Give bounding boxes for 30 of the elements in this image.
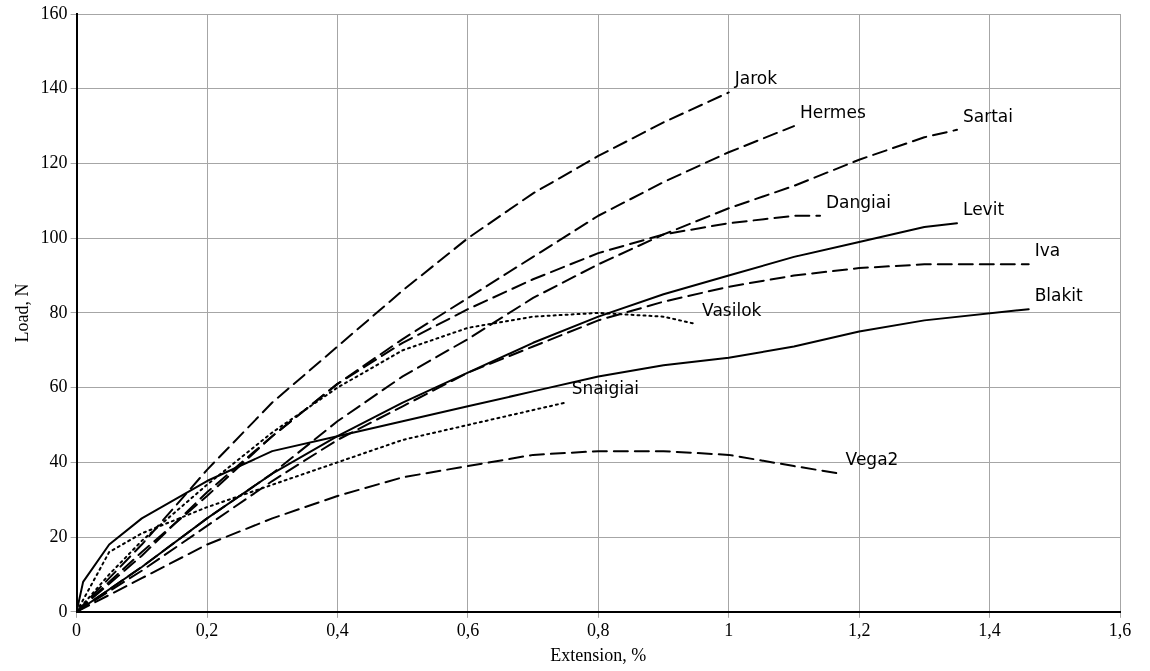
series-label: Snaigiai bbox=[571, 378, 640, 399]
series-label: Blakit bbox=[1034, 285, 1084, 306]
series-label: Hermes bbox=[799, 102, 866, 123]
series-label: Vega2 bbox=[845, 449, 899, 470]
x-axis-title: Extension, % bbox=[550, 644, 647, 665]
y-tick-label: 60 bbox=[49, 376, 68, 397]
series-label: Levit bbox=[962, 199, 1005, 220]
y-axis-title: Load, N bbox=[11, 283, 32, 343]
y-tick-label: 0 bbox=[58, 600, 68, 621]
y-tick-label: 120 bbox=[40, 152, 68, 173]
x-tick-label: 1,2 bbox=[847, 620, 871, 641]
x-tick-label: 0,4 bbox=[326, 620, 349, 641]
x-tick-label: 1 bbox=[724, 620, 734, 641]
series-label: Dangiai bbox=[826, 191, 891, 212]
series-label: Vasilok bbox=[702, 300, 762, 321]
y-tick-label: 140 bbox=[40, 77, 68, 98]
y-tick-label: 20 bbox=[49, 525, 68, 546]
y-tick-label: 160 bbox=[40, 2, 68, 23]
x-tick-label: 0,6 bbox=[456, 620, 480, 641]
series-label: Jarok bbox=[733, 68, 778, 89]
x-tick-label: 0,8 bbox=[587, 620, 610, 641]
series-label: Sartai bbox=[962, 105, 1013, 126]
x-tick-label: 0 bbox=[72, 620, 82, 641]
x-tick-label: 1,6 bbox=[1108, 620, 1132, 641]
y-tick-label: 100 bbox=[40, 226, 68, 247]
y-tick-label: 80 bbox=[49, 301, 68, 322]
series-label: Iva bbox=[1034, 240, 1061, 261]
x-tick-label: 0,2 bbox=[195, 620, 219, 641]
y-tick-label: 40 bbox=[49, 451, 68, 472]
x-tick-label: 1,4 bbox=[978, 620, 1001, 641]
